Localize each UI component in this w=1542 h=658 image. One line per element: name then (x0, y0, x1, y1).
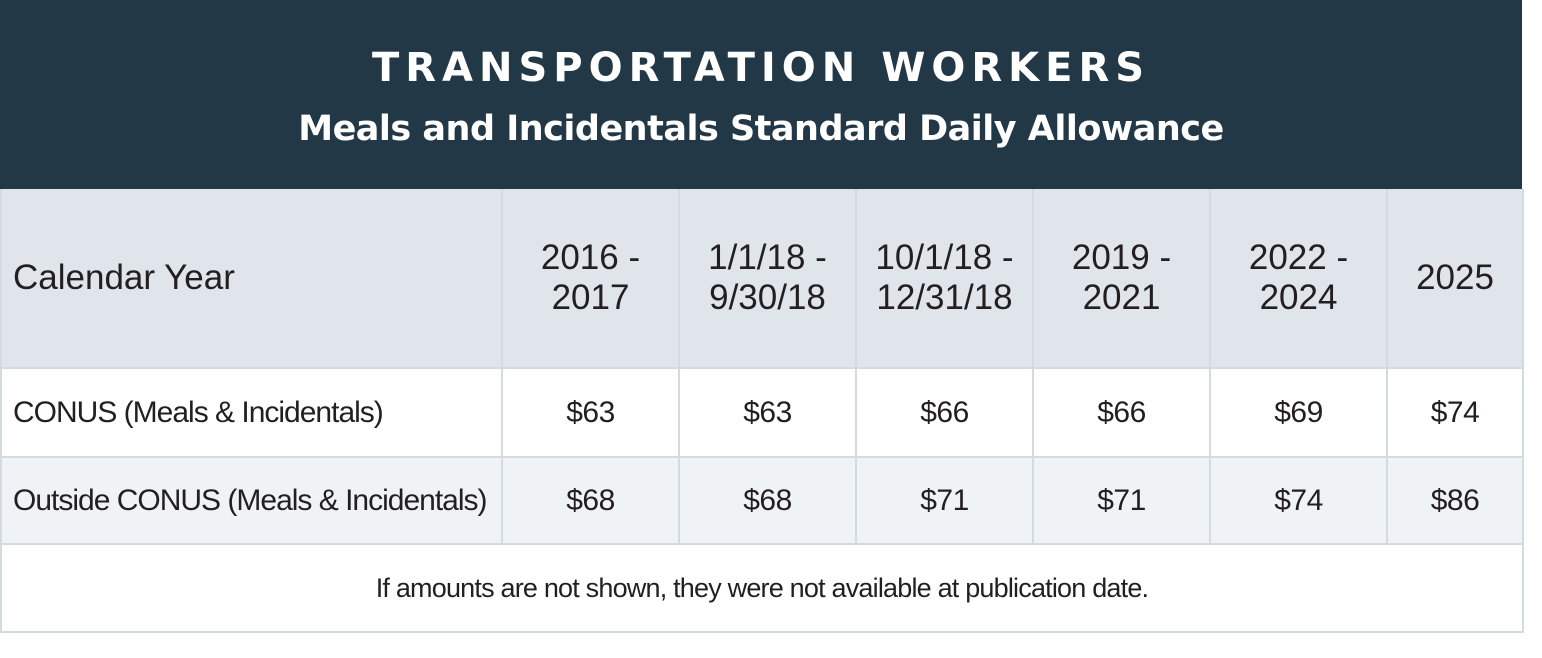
table-cell: $69 (1209, 367, 1388, 458)
column-header-2022-2024: 2022 -2024 (1209, 189, 1388, 369)
allowance-table: Calendar Year 2016 -2017 1/1/18 -9/30/18… (0, 189, 1524, 633)
table-row-outside-conus: Outside CONUS (Meals & Incidentals) $68 … (0, 456, 1524, 545)
column-header-oct-dec-2018: 10/1/18 -12/31/18 (855, 189, 1034, 369)
title-banner: TRANSPORTATION WORKERS Meals and Inciden… (0, 0, 1522, 189)
table-cell: $63 (678, 367, 857, 458)
column-header-jan-sep-2018: 1/1/18 -9/30/18 (678, 189, 857, 369)
column-header-2019-2021: 2019 -2021 (1032, 189, 1211, 369)
table-cell: $68 (501, 456, 680, 545)
allowance-table-card: TRANSPORTATION WORKERS Meals and Inciden… (0, 0, 1524, 633)
table-cell: $74 (1386, 367, 1524, 458)
column-header-2025: 2025 (1386, 189, 1524, 369)
row-label: Outside CONUS (Meals & Incidentals) (0, 456, 503, 545)
column-header-row: Calendar Year 2016 -2017 1/1/18 -9/30/18… (0, 189, 1524, 369)
table-row-conus: CONUS (Meals & Incidentals) $63 $63 $66 … (0, 367, 1524, 458)
column-header-2016-2017: 2016 -2017 (501, 189, 680, 369)
column-header-calendar-year: Calendar Year (0, 189, 503, 369)
row-label: CONUS (Meals & Incidentals) (0, 367, 503, 458)
footnote: If amounts are not shown, they were not … (0, 543, 1524, 633)
table-cell: $63 (501, 367, 680, 458)
footnote-row: If amounts are not shown, they were not … (0, 543, 1524, 633)
page-subtitle: Meals and Incidentals Standard Daily All… (298, 109, 1224, 149)
table-cell: $71 (855, 456, 1034, 545)
table-cell: $71 (1032, 456, 1211, 545)
table-cell: $66 (1032, 367, 1211, 458)
page-title: TRANSPORTATION WORKERS (371, 45, 1151, 91)
table-cell: $86 (1386, 456, 1524, 545)
table-cell: $68 (678, 456, 857, 545)
table-cell: $74 (1209, 456, 1388, 545)
table-cell: $66 (855, 367, 1034, 458)
